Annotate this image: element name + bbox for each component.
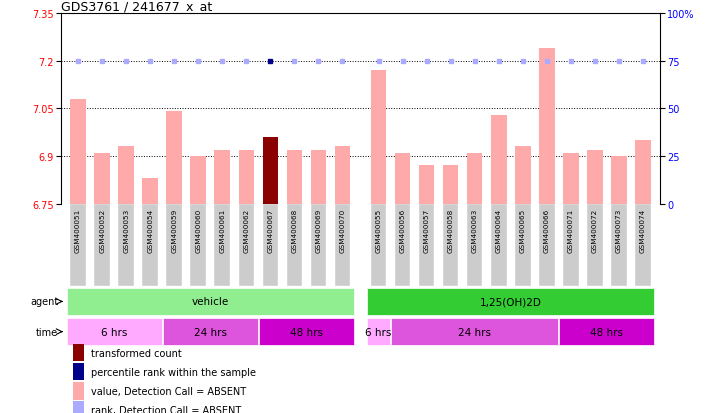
Bar — [395, 153, 410, 204]
Text: GSM400055: GSM400055 — [376, 208, 381, 252]
Text: 6 hrs: 6 hrs — [366, 327, 392, 337]
Bar — [371, 204, 386, 287]
Text: GSM400052: GSM400052 — [99, 208, 105, 252]
Bar — [94, 204, 110, 287]
Text: percentile rank within the sample: percentile rank within the sample — [91, 367, 256, 377]
Bar — [391, 318, 558, 345]
Text: GSM400070: GSM400070 — [340, 208, 345, 252]
Bar — [74, 401, 84, 413]
Bar — [74, 363, 84, 380]
Bar — [443, 166, 459, 204]
Bar — [611, 157, 627, 204]
Bar — [190, 157, 206, 204]
Text: GSM400069: GSM400069 — [316, 208, 322, 252]
Bar — [539, 49, 554, 204]
Text: GSM400068: GSM400068 — [291, 208, 297, 252]
Bar — [515, 204, 531, 287]
Bar — [335, 147, 350, 204]
Bar — [71, 204, 86, 287]
Text: GSM400059: GSM400059 — [172, 208, 177, 252]
Text: GSM400073: GSM400073 — [616, 208, 622, 252]
Bar — [215, 204, 230, 287]
Bar — [419, 166, 434, 204]
Text: GSM400061: GSM400061 — [219, 208, 225, 252]
Text: 24 hrs: 24 hrs — [194, 327, 227, 337]
Bar — [287, 150, 302, 204]
Text: 48 hrs: 48 hrs — [290, 327, 323, 337]
Text: GSM400060: GSM400060 — [195, 208, 201, 252]
Text: GSM400058: GSM400058 — [448, 208, 454, 252]
Bar — [443, 204, 459, 287]
Bar — [287, 204, 302, 287]
Bar — [311, 150, 327, 204]
Text: GSM400063: GSM400063 — [472, 208, 477, 252]
Bar — [563, 204, 579, 287]
Bar — [163, 318, 258, 345]
Bar — [66, 318, 162, 345]
Bar — [239, 150, 255, 204]
Bar — [587, 204, 603, 287]
Bar — [259, 318, 354, 345]
Text: GSM400056: GSM400056 — [399, 208, 405, 252]
Bar — [66, 288, 354, 315]
Bar — [419, 204, 434, 287]
Bar — [118, 147, 134, 204]
Text: GSM400053: GSM400053 — [123, 208, 129, 252]
Bar — [74, 344, 84, 361]
Bar — [539, 204, 554, 287]
Bar — [563, 153, 579, 204]
Bar — [167, 112, 182, 204]
Text: GSM400074: GSM400074 — [640, 208, 646, 252]
Bar — [143, 179, 158, 204]
Bar — [262, 204, 278, 287]
Text: GSM400072: GSM400072 — [592, 208, 598, 252]
Bar — [611, 204, 627, 287]
Text: GSM400051: GSM400051 — [75, 208, 81, 252]
Bar — [635, 141, 651, 204]
Text: agent: agent — [30, 297, 58, 307]
Text: GDS3761 / 241677_x_at: GDS3761 / 241677_x_at — [61, 0, 213, 13]
Text: 24 hrs: 24 hrs — [458, 327, 491, 337]
Bar — [71, 100, 86, 204]
Bar — [635, 204, 651, 287]
Bar — [190, 204, 206, 287]
Bar — [118, 204, 134, 287]
Text: transformed count: transformed count — [91, 348, 182, 358]
Bar — [262, 138, 278, 204]
Bar — [74, 382, 84, 399]
Bar — [587, 150, 603, 204]
Text: 6 hrs: 6 hrs — [101, 327, 128, 337]
Text: time: time — [36, 327, 58, 337]
Text: vehicle: vehicle — [192, 297, 229, 307]
Bar — [367, 318, 390, 345]
Text: rank, Detection Call = ABSENT: rank, Detection Call = ABSENT — [91, 405, 242, 413]
Text: GSM400064: GSM400064 — [496, 208, 502, 252]
Bar — [491, 115, 506, 204]
Bar — [311, 204, 327, 287]
Text: GSM400057: GSM400057 — [424, 208, 430, 252]
Text: 1,25(OH)2D: 1,25(OH)2D — [479, 297, 541, 307]
Bar — [491, 204, 506, 287]
Bar — [335, 204, 350, 287]
Text: GSM400054: GSM400054 — [147, 208, 153, 252]
Bar — [559, 318, 655, 345]
Text: GSM400067: GSM400067 — [267, 208, 273, 252]
Bar — [167, 204, 182, 287]
Bar — [395, 204, 410, 287]
Bar — [367, 288, 655, 315]
Text: GSM400065: GSM400065 — [520, 208, 526, 252]
Bar — [215, 150, 230, 204]
Text: GSM400071: GSM400071 — [568, 208, 574, 252]
Bar — [467, 204, 482, 287]
Text: value, Detection Call = ABSENT: value, Detection Call = ABSENT — [91, 386, 247, 396]
Bar — [239, 204, 255, 287]
Bar — [467, 153, 482, 204]
Bar — [143, 204, 158, 287]
Text: GSM400062: GSM400062 — [244, 208, 249, 252]
Bar — [94, 153, 110, 204]
Bar — [371, 71, 386, 204]
Bar — [515, 147, 531, 204]
Text: GSM400066: GSM400066 — [544, 208, 549, 252]
Text: 48 hrs: 48 hrs — [590, 327, 624, 337]
